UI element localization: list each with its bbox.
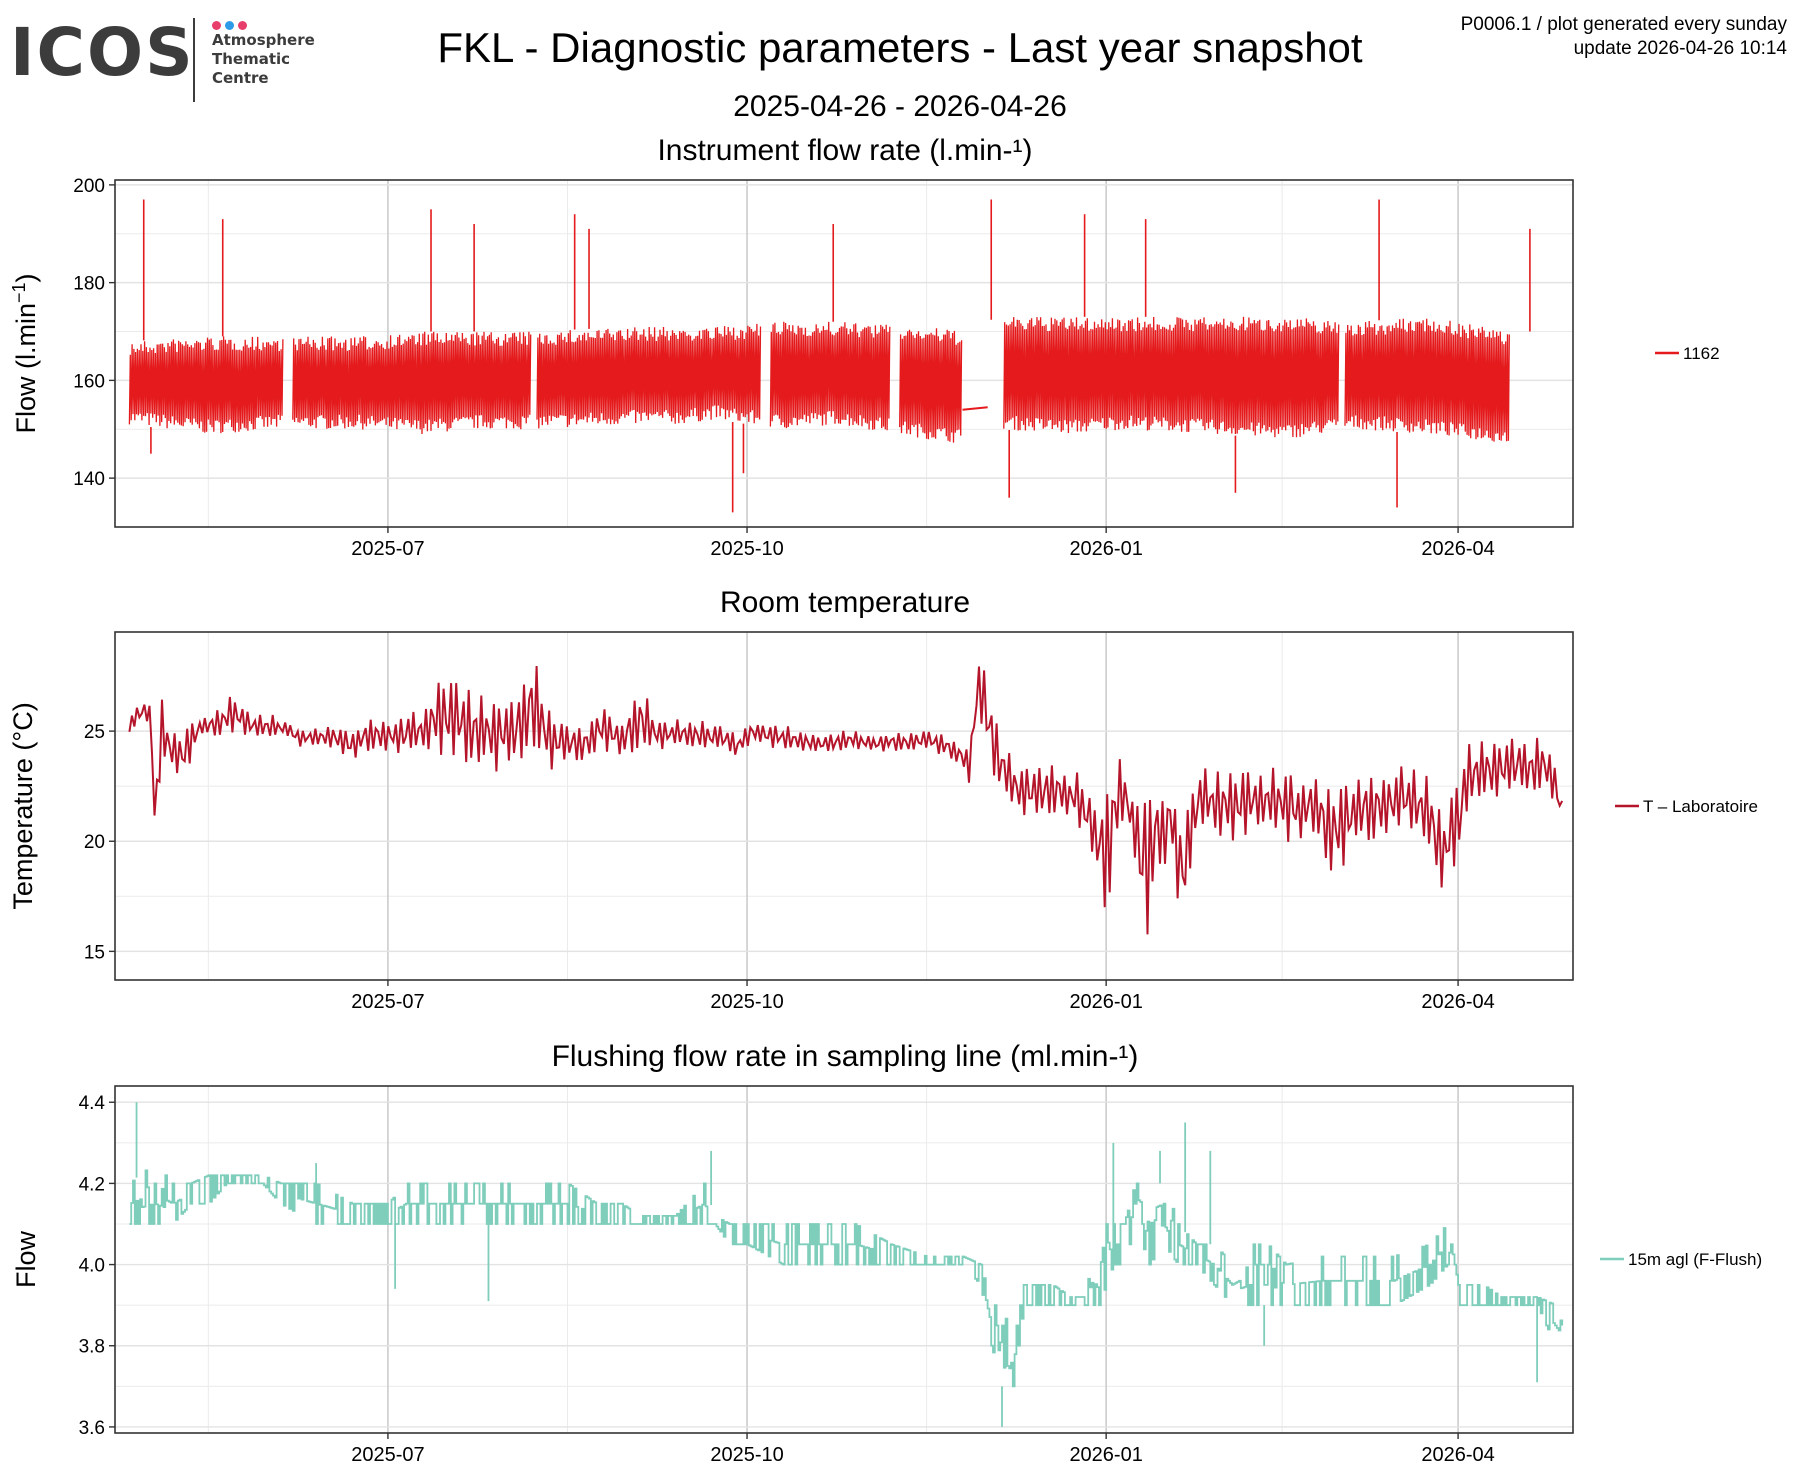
logo-line-2: Thematic	[212, 50, 291, 68]
generation-info: P0006.1 / plot generated every sunday up…	[1461, 13, 1787, 61]
panel-border	[114, 1085, 1574, 1434]
y-axis-label: Temperature (°C)	[8, 702, 38, 909]
y-tick-label: 15	[84, 942, 105, 963]
y-label-close: )	[11, 273, 41, 282]
x-tick-label: 2025-10	[710, 538, 783, 560]
y-tick-label: 20	[84, 832, 105, 853]
panel-border	[114, 179, 1574, 528]
y-tick-label: 25	[84, 722, 105, 743]
logo-dot	[225, 21, 234, 30]
logo-subtitle: Atmosphere Thematic Centre	[212, 31, 315, 88]
x-tick-label: 2026-01	[1069, 1444, 1142, 1466]
legend-label: 1162	[1683, 344, 1720, 363]
y-tick-label: 4.4	[79, 1093, 106, 1114]
y-tick-label: 4.2	[79, 1174, 105, 1195]
x-tick-label: 2025-07	[351, 991, 424, 1013]
logo-line-1: Atmosphere	[212, 31, 315, 49]
icos-logo: ICOS Atmosphere Thematic Centre	[10, 14, 330, 104]
y-tick-label: 140	[73, 469, 105, 490]
page-title: FKL - Diagnostic parameters - Last year …	[437, 24, 1363, 71]
panel-title: Flushing flow rate in sampling line (ml.…	[552, 1040, 1139, 1073]
logo-dot	[212, 21, 221, 30]
panel-title: Room temperature	[720, 586, 970, 619]
y-label-base: Flow (l.min	[11, 303, 41, 434]
x-tick-label: 2026-04	[1421, 1444, 1494, 1466]
plot-id-line: P0006.1 / plot generated every sunday	[1460, 14, 1787, 35]
logo-line-3: Centre	[212, 69, 269, 87]
x-tick-label: 2026-01	[1069, 538, 1142, 560]
logo-wordmark: ICOS	[10, 14, 195, 91]
flat-segment	[962, 406, 988, 411]
y-label-sup: −1	[9, 282, 29, 303]
series-line-15m-agl	[129, 1169, 1564, 1388]
logo-dots	[212, 17, 251, 35]
update-line: update 2026-04-26 10:14	[1573, 38, 1787, 59]
x-tick-label: 2026-04	[1421, 538, 1494, 560]
y-tick-label: 200	[73, 176, 105, 197]
date-range-subtitle: 2025-04-26 - 2026-04-26	[733, 90, 1067, 123]
logo-dot	[238, 21, 247, 30]
legend-label: T – Laboratoire	[1643, 797, 1758, 816]
logo-separator	[193, 18, 195, 102]
series-line-t-laboratoire	[128, 665, 1564, 935]
x-tick-label: 2025-07	[351, 538, 424, 560]
series-line-1162	[128, 316, 1510, 443]
y-tick-label: 3.6	[79, 1418, 105, 1439]
x-tick-label: 2025-10	[710, 1444, 783, 1466]
x-tick-label: 2026-04	[1421, 991, 1494, 1013]
x-tick-label: 2026-01	[1069, 991, 1142, 1013]
legend-label: 15m agl (F-Flush)	[1628, 1250, 1762, 1269]
y-tick-label: 3.8	[79, 1337, 105, 1358]
panel-border	[114, 631, 1574, 981]
x-tick-label: 2025-07	[351, 1444, 424, 1466]
panel-2: 15 20 25 2025-07 2025-10 2026-01 2026-04 Room t…	[8, 586, 1758, 1013]
y-axis-label: Flow (l.min−1)	[9, 273, 41, 433]
y-tick-label: 160	[73, 371, 105, 392]
panel-1: 140 160 180 200 2025-07 2025-10 2026-01 2026-04…	[9, 134, 1720, 560]
x-tick-label: 2025-10	[710, 991, 783, 1013]
y-tick-label: 180	[73, 274, 105, 295]
panel-3: 3.6 3.8 4.0 4.2 4.4 2025-07 2025-10 2026-01 2026…	[11, 1040, 1762, 1466]
y-tick-label: 4.0	[79, 1256, 105, 1277]
panel-title: Instrument flow rate (l.min-¹)	[657, 134, 1032, 167]
y-axis-label: Flow	[11, 1231, 41, 1289]
